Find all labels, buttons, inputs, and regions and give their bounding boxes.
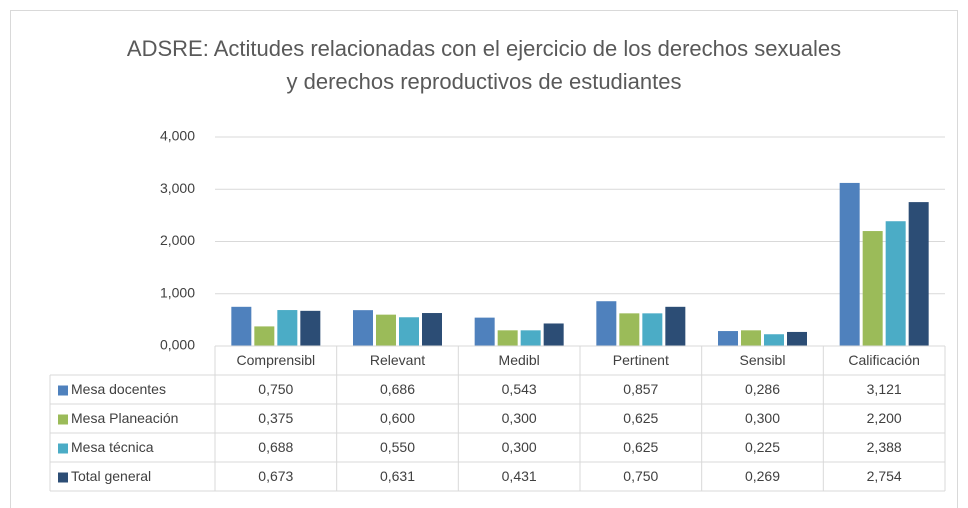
bar — [718, 331, 738, 346]
table-value: 2,200 — [867, 410, 902, 426]
table-value: 0,673 — [258, 468, 293, 484]
bar — [839, 182, 860, 346]
table-value: 0,269 — [745, 468, 780, 484]
legend-label: Mesa Planeación — [71, 410, 178, 426]
table-value: 0,543 — [502, 381, 537, 397]
y-tick-label: 4,000 — [160, 128, 195, 144]
x-tick-label: Comprensibl — [237, 352, 316, 368]
table-value: 0,300 — [745, 410, 780, 426]
y-tick-label: 2,000 — [160, 232, 195, 248]
table-value: 0,431 — [502, 468, 537, 484]
table-value: 0,225 — [745, 439, 780, 455]
table-value: 2,754 — [867, 468, 902, 484]
bar — [474, 317, 495, 346]
x-tick-label: Medibl — [499, 352, 540, 368]
bar — [353, 310, 373, 346]
bar — [619, 313, 640, 346]
x-tick-label: Pertinent — [613, 352, 669, 368]
table-value: 0,688 — [258, 439, 293, 455]
legend-label: Total general — [71, 468, 151, 484]
table-value: 3,121 — [867, 381, 902, 397]
legend-label: Mesa docentes — [71, 381, 166, 397]
table-value: 0,686 — [380, 381, 415, 397]
bar — [399, 317, 419, 346]
bar — [543, 323, 564, 346]
table-value: 0,750 — [623, 468, 658, 484]
bar — [422, 313, 442, 346]
x-tick-label: Calificación — [848, 352, 920, 368]
legend-swatch — [58, 443, 68, 454]
table-value: 0,300 — [502, 410, 537, 426]
y-tick-label: 0,000 — [160, 337, 195, 353]
table-value: 0,300 — [502, 439, 537, 455]
bar — [520, 330, 541, 346]
table-value: 0,375 — [258, 410, 293, 426]
bar — [376, 314, 396, 346]
legend-swatch — [58, 414, 68, 425]
bar — [885, 221, 906, 346]
y-tick-label: 3,000 — [160, 180, 195, 196]
table-value: 0,600 — [380, 410, 415, 426]
table-value: 0,857 — [623, 381, 658, 397]
legend-swatch — [58, 385, 68, 396]
table-value: 0,625 — [623, 439, 658, 455]
x-tick-label: Sensibl — [740, 352, 786, 368]
bar — [300, 310, 321, 346]
table-value: 0,631 — [380, 468, 415, 484]
table-value: 0,286 — [745, 381, 780, 397]
x-tick-label: Relevant — [370, 352, 425, 368]
chart-frame — [10, 10, 958, 508]
legend-swatch — [58, 472, 68, 483]
table-value: 0,750 — [258, 381, 293, 397]
bar — [254, 326, 275, 346]
table-value: 0,550 — [380, 439, 415, 455]
bar — [596, 301, 617, 346]
bar — [642, 313, 663, 346]
bar — [741, 330, 761, 346]
bar — [787, 331, 807, 346]
y-tick-label: 1,000 — [160, 284, 195, 300]
table-value: 2,388 — [867, 439, 902, 455]
bar — [497, 330, 518, 346]
bar — [908, 202, 929, 346]
bar — [764, 334, 784, 346]
table-value: 0,625 — [623, 410, 658, 426]
bar — [665, 306, 686, 346]
bar — [862, 231, 883, 346]
chart-title: ADSRE: Actitudes relacionadas con el eje… — [127, 36, 841, 94]
legend-label: Mesa técnica — [71, 439, 154, 455]
bar — [277, 310, 298, 346]
bar — [231, 306, 252, 346]
